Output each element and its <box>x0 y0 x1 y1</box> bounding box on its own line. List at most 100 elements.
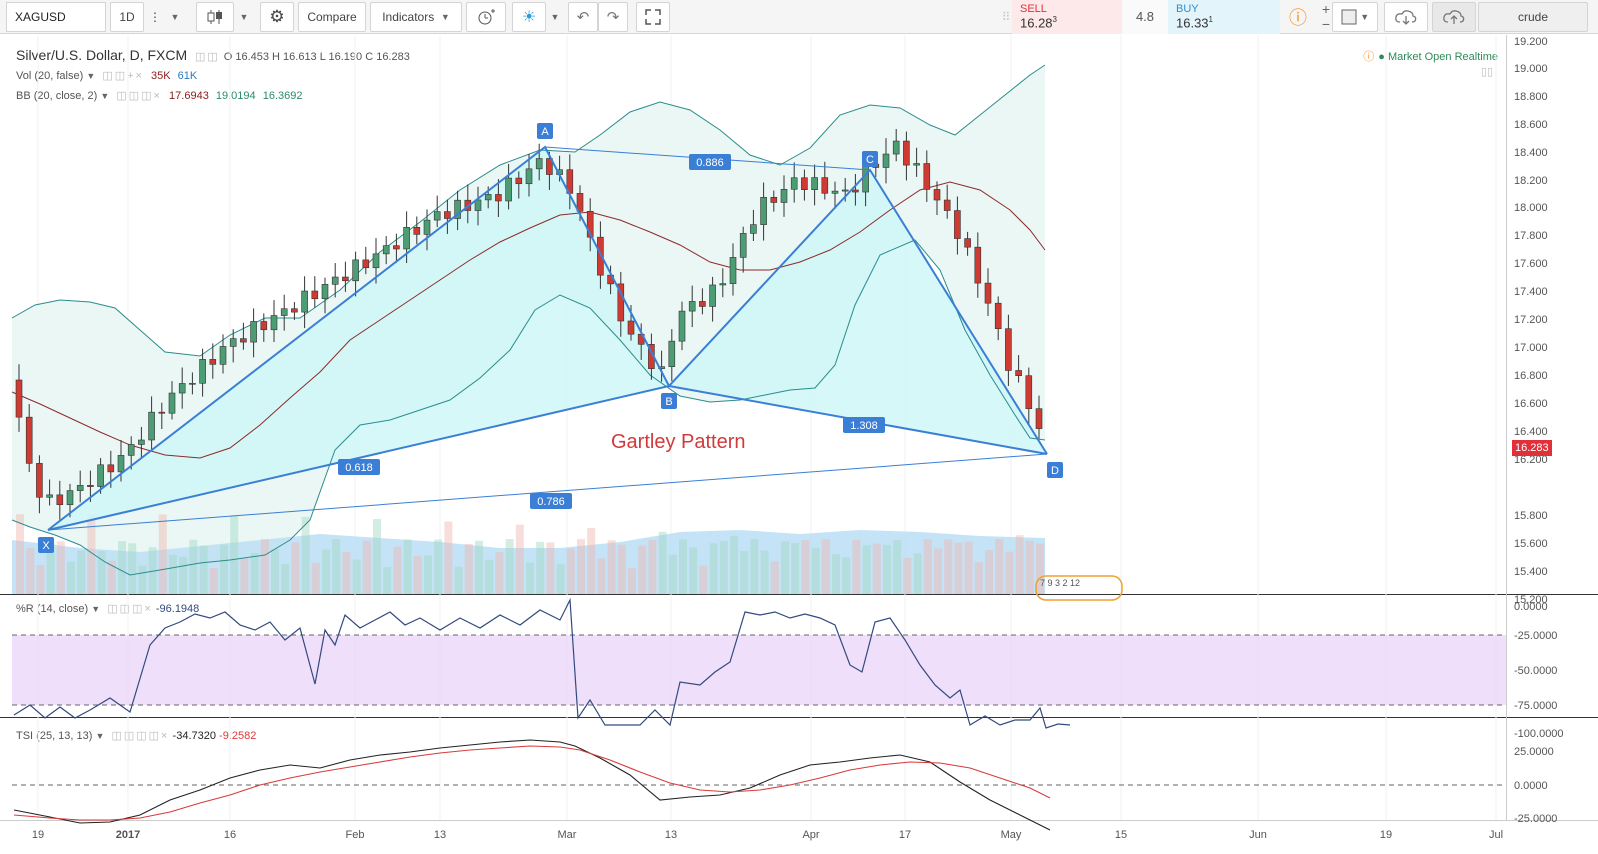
gear-icon[interactable]: ⚙ <box>260 2 294 32</box>
undo-icon[interactable]: ↶ <box>568 2 598 32</box>
interval-dropdown-icon[interactable]: ▼ <box>170 12 180 22</box>
layout-name-button[interactable]: crude <box>1478 2 1588 32</box>
volume-bar <box>1025 540 1034 594</box>
fullscreen-icon <box>645 9 661 25</box>
candle-body <box>790 177 798 190</box>
drag-handle-icon[interactable]: ⠿ <box>1001 10 1011 24</box>
candle-body <box>1015 370 1022 376</box>
square-button[interactable]: ▼ <box>1332 2 1378 32</box>
cloud-download-button[interactable] <box>1384 2 1428 32</box>
ideas-dropdown-icon[interactable]: ▼ <box>550 12 560 22</box>
volume-bar <box>526 562 534 594</box>
vol-title: Vol (20, false) <box>16 70 84 82</box>
wr-tick-4: -100.0000 <box>1514 728 1564 740</box>
candle-body <box>668 340 676 367</box>
trade-panel: ⠿ SELL 16.283 4.8 BUY 16.331 ⓘ + − <box>1000 0 1336 34</box>
compare-button[interactable]: Compare <box>298 2 366 32</box>
time-tick-11: Jun <box>1249 829 1267 841</box>
volume-bar <box>719 541 728 594</box>
interval-label: 1D <box>119 10 135 24</box>
volume-bar <box>801 540 810 594</box>
wr-tick-2: -50.0000 <box>1514 665 1557 677</box>
price-tick-7: 17.800 <box>1514 230 1548 242</box>
ohlc-values: O 16.453 H 16.613 L 16.190 C 16.283 <box>223 51 410 63</box>
interval-selector[interactable]: 1D <box>110 2 144 32</box>
volume-bar <box>260 539 269 594</box>
redo-icon[interactable]: ↷ <box>598 2 628 32</box>
ratio-badge-3 <box>843 417 885 433</box>
plus-icon[interactable]: + <box>1321 1 1331 17</box>
volume-bar <box>781 541 789 594</box>
point-c-label: C <box>866 154 874 166</box>
candle-body <box>831 190 839 194</box>
wr-tick-3: -75.0000 <box>1514 700 1557 712</box>
sell-button[interactable]: SELL 16.283 <box>1012 0 1122 34</box>
candle-body <box>280 308 288 316</box>
more-icon[interactable]: ⋮ <box>149 10 161 24</box>
candle-body <box>627 320 635 335</box>
point-b-badge <box>661 393 677 409</box>
volume-bar <box>464 543 473 594</box>
tsi-settings-icon[interactable]: ◫◫◫◫× <box>111 730 170 742</box>
symbol-input[interactable] <box>6 2 106 32</box>
candles-icon <box>207 10 222 24</box>
cloud-upload-icon <box>1443 10 1465 24</box>
candle-body <box>811 177 818 191</box>
ratio-badge-2 <box>338 459 380 475</box>
wr-settings-icon[interactable]: ◫◫◫× <box>107 603 153 615</box>
minus-icon[interactable]: − <box>1321 16 1331 32</box>
legend-settings-icon[interactable]: ◫◫ <box>195 51 220 63</box>
price-tick-8: 17.600 <box>1514 258 1548 270</box>
tsi-tick-2: -25.0000 <box>1514 813 1557 825</box>
price-tick-4: 18.400 <box>1514 147 1548 159</box>
candle-body <box>760 196 767 225</box>
warning-icon[interactable]: ⓘ <box>1363 51 1375 63</box>
candle-body <box>597 236 604 276</box>
cloud-upload-button[interactable] <box>1432 2 1476 32</box>
bb-value-2: 19.0194 <box>215 90 256 102</box>
volume-bar <box>607 540 616 594</box>
candle-body <box>750 224 757 234</box>
tsi-axis: 25.0000 0.0000 -25.0000 <box>1514 746 1557 825</box>
bb-settings-icon[interactable]: ◫◫◫× <box>116 90 162 102</box>
alert-button[interactable] <box>466 2 506 32</box>
top-toolbar: 1D ⋮ ▼ ▼ ⚙ Compare Indicators ▼ ☀ ▼ ↶ ↷ … <box>0 0 1598 34</box>
info-icon[interactable]: ⓘ <box>1289 8 1307 28</box>
volume-bar <box>46 542 55 594</box>
candle-body <box>892 140 900 155</box>
candle-body <box>444 211 451 219</box>
candle-body <box>352 259 359 282</box>
chart-canvas[interactable]: X A B C D 0.886 0.618 1.308 0.786 Gartle… <box>0 35 1598 854</box>
tsi-tick-1: 0.0000 <box>1514 780 1548 792</box>
fullscreen-button[interactable] <box>636 2 670 32</box>
volume-bar <box>566 548 575 594</box>
volume-bar <box>1005 551 1014 594</box>
price-tick-17: 15.600 <box>1514 538 1548 550</box>
price-tick-1: 19.000 <box>1514 63 1548 75</box>
point-b-label: B <box>665 396 672 408</box>
candle-body <box>260 321 268 331</box>
vol-settings-icon[interactable]: ◫◫+× <box>102 70 144 82</box>
alarm-clock-icon <box>478 9 495 25</box>
chart-type-dropdown-icon[interactable]: ▼ <box>239 12 249 22</box>
candle-type-button[interactable] <box>196 2 234 32</box>
candle-body <box>270 315 278 331</box>
volume-bar <box>638 545 647 594</box>
candle-body <box>994 302 1002 330</box>
lightbulb-icon[interactable]: ☀ <box>512 2 546 32</box>
price-tick-13: 16.600 <box>1514 398 1548 410</box>
pane-controls-icon[interactable]: ▯▯ <box>1481 65 1493 78</box>
candle-body <box>219 346 227 365</box>
buy-button[interactable]: BUY 16.331 <box>1168 0 1280 34</box>
price-tick-6: 18.000 <box>1514 202 1548 214</box>
point-c-badge <box>862 151 878 167</box>
time-tick-13: Jul <box>1489 829 1503 841</box>
volume-bar <box>362 540 371 594</box>
volume-bar <box>352 559 361 594</box>
indicators-button[interactable]: Indicators ▼ <box>370 2 462 32</box>
candle-body <box>801 177 808 191</box>
time-tick-2: 16 <box>224 829 236 841</box>
buy-price-sup: 1 <box>1208 15 1213 24</box>
volume-bar <box>760 550 769 594</box>
candle-body <box>688 301 696 312</box>
